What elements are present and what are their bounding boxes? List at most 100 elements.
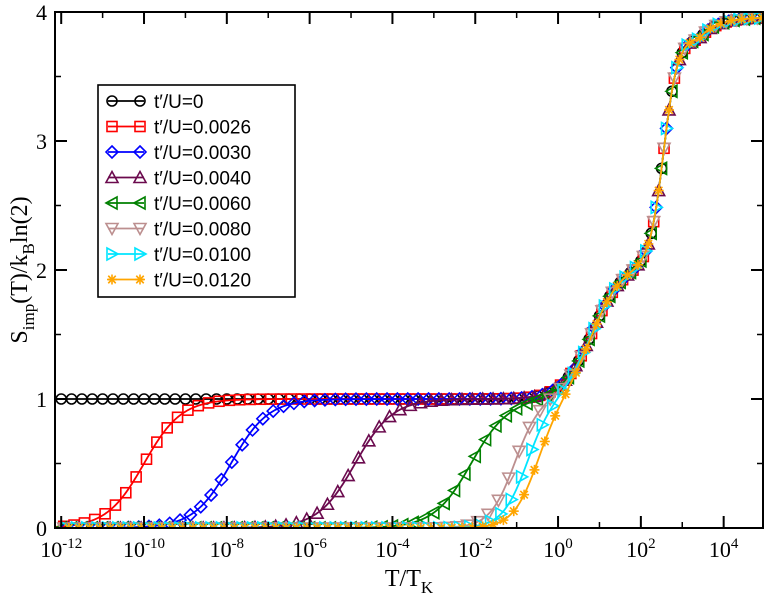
series-marker-7 <box>84 523 95 528</box>
series-marker-7 <box>488 519 499 528</box>
series-marker-5 <box>511 445 527 459</box>
series-marker-2 <box>214 472 229 487</box>
series-marker-7 <box>705 23 716 34</box>
series-marker-7 <box>146 523 157 528</box>
series-marker-3 <box>454 391 470 406</box>
legend-marker <box>135 274 145 285</box>
series-marker-6 <box>464 519 478 528</box>
series-marker-7 <box>208 523 219 528</box>
legend-entry: t′/U=0.0030 <box>104 143 251 164</box>
series-marker-4 <box>508 401 523 416</box>
series-marker-7 <box>746 13 757 24</box>
legend-entry: t′/U=0.0026 <box>106 118 251 139</box>
legend-marker <box>104 195 118 211</box>
legend-marker <box>132 169 148 184</box>
series-marker-6 <box>505 492 519 507</box>
series-marker-1 <box>120 486 132 499</box>
legend-entry: t′/U=0.0080 <box>104 220 251 241</box>
legend-label: t′/U=0.0040 <box>154 169 251 190</box>
series-marker-2 <box>359 391 374 407</box>
legend-marker <box>134 120 146 133</box>
series-marker-3 <box>351 450 366 464</box>
series-marker-1 <box>161 422 174 434</box>
series-marker-7 <box>539 436 550 447</box>
series-marker-1 <box>99 507 111 520</box>
series-marker-2 <box>369 391 384 407</box>
series-marker-6 <box>546 398 561 414</box>
series-marker-2 <box>193 499 208 514</box>
series-marker-4 <box>446 483 461 498</box>
series-marker-3 <box>402 397 418 412</box>
series-marker-7 <box>270 523 281 528</box>
x-axis-title: T/TK <box>385 566 434 597</box>
series-line-7 <box>55 16 763 528</box>
legend-marker <box>104 222 120 237</box>
series-marker-7 <box>664 104 675 115</box>
series-marker-7 <box>239 523 250 528</box>
x-tick-label: 10-2 <box>458 536 493 562</box>
legend-marker <box>134 95 146 107</box>
legend-entry: t′/U=0 <box>106 92 204 113</box>
series-marker-7 <box>322 523 333 528</box>
series-marker-7 <box>115 523 126 528</box>
x-tick-label: 10-8 <box>210 536 245 562</box>
series-marker-7 <box>643 238 654 249</box>
y-tick-label: 1 <box>36 387 47 412</box>
series-marker-7 <box>477 521 488 528</box>
series-marker-4 <box>436 496 450 511</box>
series-marker-4 <box>519 396 533 411</box>
legend-entry: t′/U=0.0040 <box>104 169 251 190</box>
series-marker-2 <box>317 392 333 407</box>
series-marker-3 <box>496 391 511 405</box>
x-tick-label: 10-12 <box>40 536 82 562</box>
series-marker-3 <box>330 483 346 498</box>
series-marker-4 <box>488 418 502 434</box>
ticks-layer <box>55 11 763 529</box>
series-marker-7 <box>581 343 592 354</box>
series-marker-7 <box>529 464 540 475</box>
series-marker-1 <box>109 499 122 511</box>
series-marker-4 <box>529 392 544 407</box>
legend-label: t′/U=0 <box>154 92 204 113</box>
series-marker-7 <box>281 523 292 528</box>
series-marker-6 <box>495 506 509 522</box>
series-marker-7 <box>249 523 260 528</box>
series-marker-7 <box>726 15 737 26</box>
series-marker-7 <box>736 14 747 25</box>
series-marker-7 <box>291 523 302 528</box>
legend-marker <box>134 246 148 262</box>
series-marker-1 <box>140 453 153 466</box>
series-marker-2 <box>183 507 198 523</box>
series-marker-3 <box>340 467 356 482</box>
series-marker-7 <box>612 281 623 292</box>
series-marker-2 <box>307 393 322 408</box>
legend-label: t′/U=0.0060 <box>154 194 251 215</box>
x-tick-label: 10-10 <box>123 536 165 562</box>
legend-label: t′/U=0.0030 <box>154 143 251 164</box>
series-marker-1 <box>130 471 142 483</box>
series-marker-2 <box>328 392 343 407</box>
series-marker-7 <box>560 389 571 400</box>
legend-marker <box>132 144 148 160</box>
x-tick-label: 10-6 <box>292 536 327 562</box>
series-marker-2 <box>297 394 312 409</box>
series-marker-7 <box>632 259 643 270</box>
legend-marker <box>107 274 117 285</box>
series-marker-3 <box>371 419 387 433</box>
series-marker-7 <box>591 318 602 329</box>
legend-marker <box>106 120 118 133</box>
legend-marker <box>104 169 120 184</box>
series-marker-7 <box>550 410 561 421</box>
legend-entry: t′/U=0.0100 <box>106 245 251 266</box>
series-marker-5 <box>491 494 506 508</box>
legend-label: t′/U=0.0100 <box>154 245 251 266</box>
series-marker-7 <box>229 523 240 528</box>
series-marker-7 <box>715 18 726 29</box>
y-axis-title: Simp(T)/kBln(2) <box>7 196 38 343</box>
y-tick-label: 2 <box>36 258 47 283</box>
series-marker-2 <box>224 454 239 470</box>
legend-entry: t′/U=0.0120 <box>107 271 251 292</box>
series-marker-7 <box>187 523 198 528</box>
legend-marker <box>132 222 148 237</box>
